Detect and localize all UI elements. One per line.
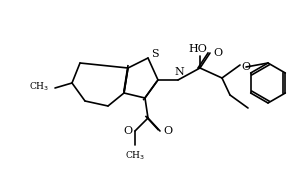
Text: O: O [123,126,132,136]
Text: O: O [163,126,172,136]
Text: N: N [174,67,184,77]
Text: CH$_3$: CH$_3$ [29,81,49,93]
Text: HO: HO [188,44,207,54]
Text: O: O [241,62,250,72]
Text: CH$_3$: CH$_3$ [125,150,145,162]
Text: S: S [151,49,159,59]
Text: O: O [213,48,222,58]
